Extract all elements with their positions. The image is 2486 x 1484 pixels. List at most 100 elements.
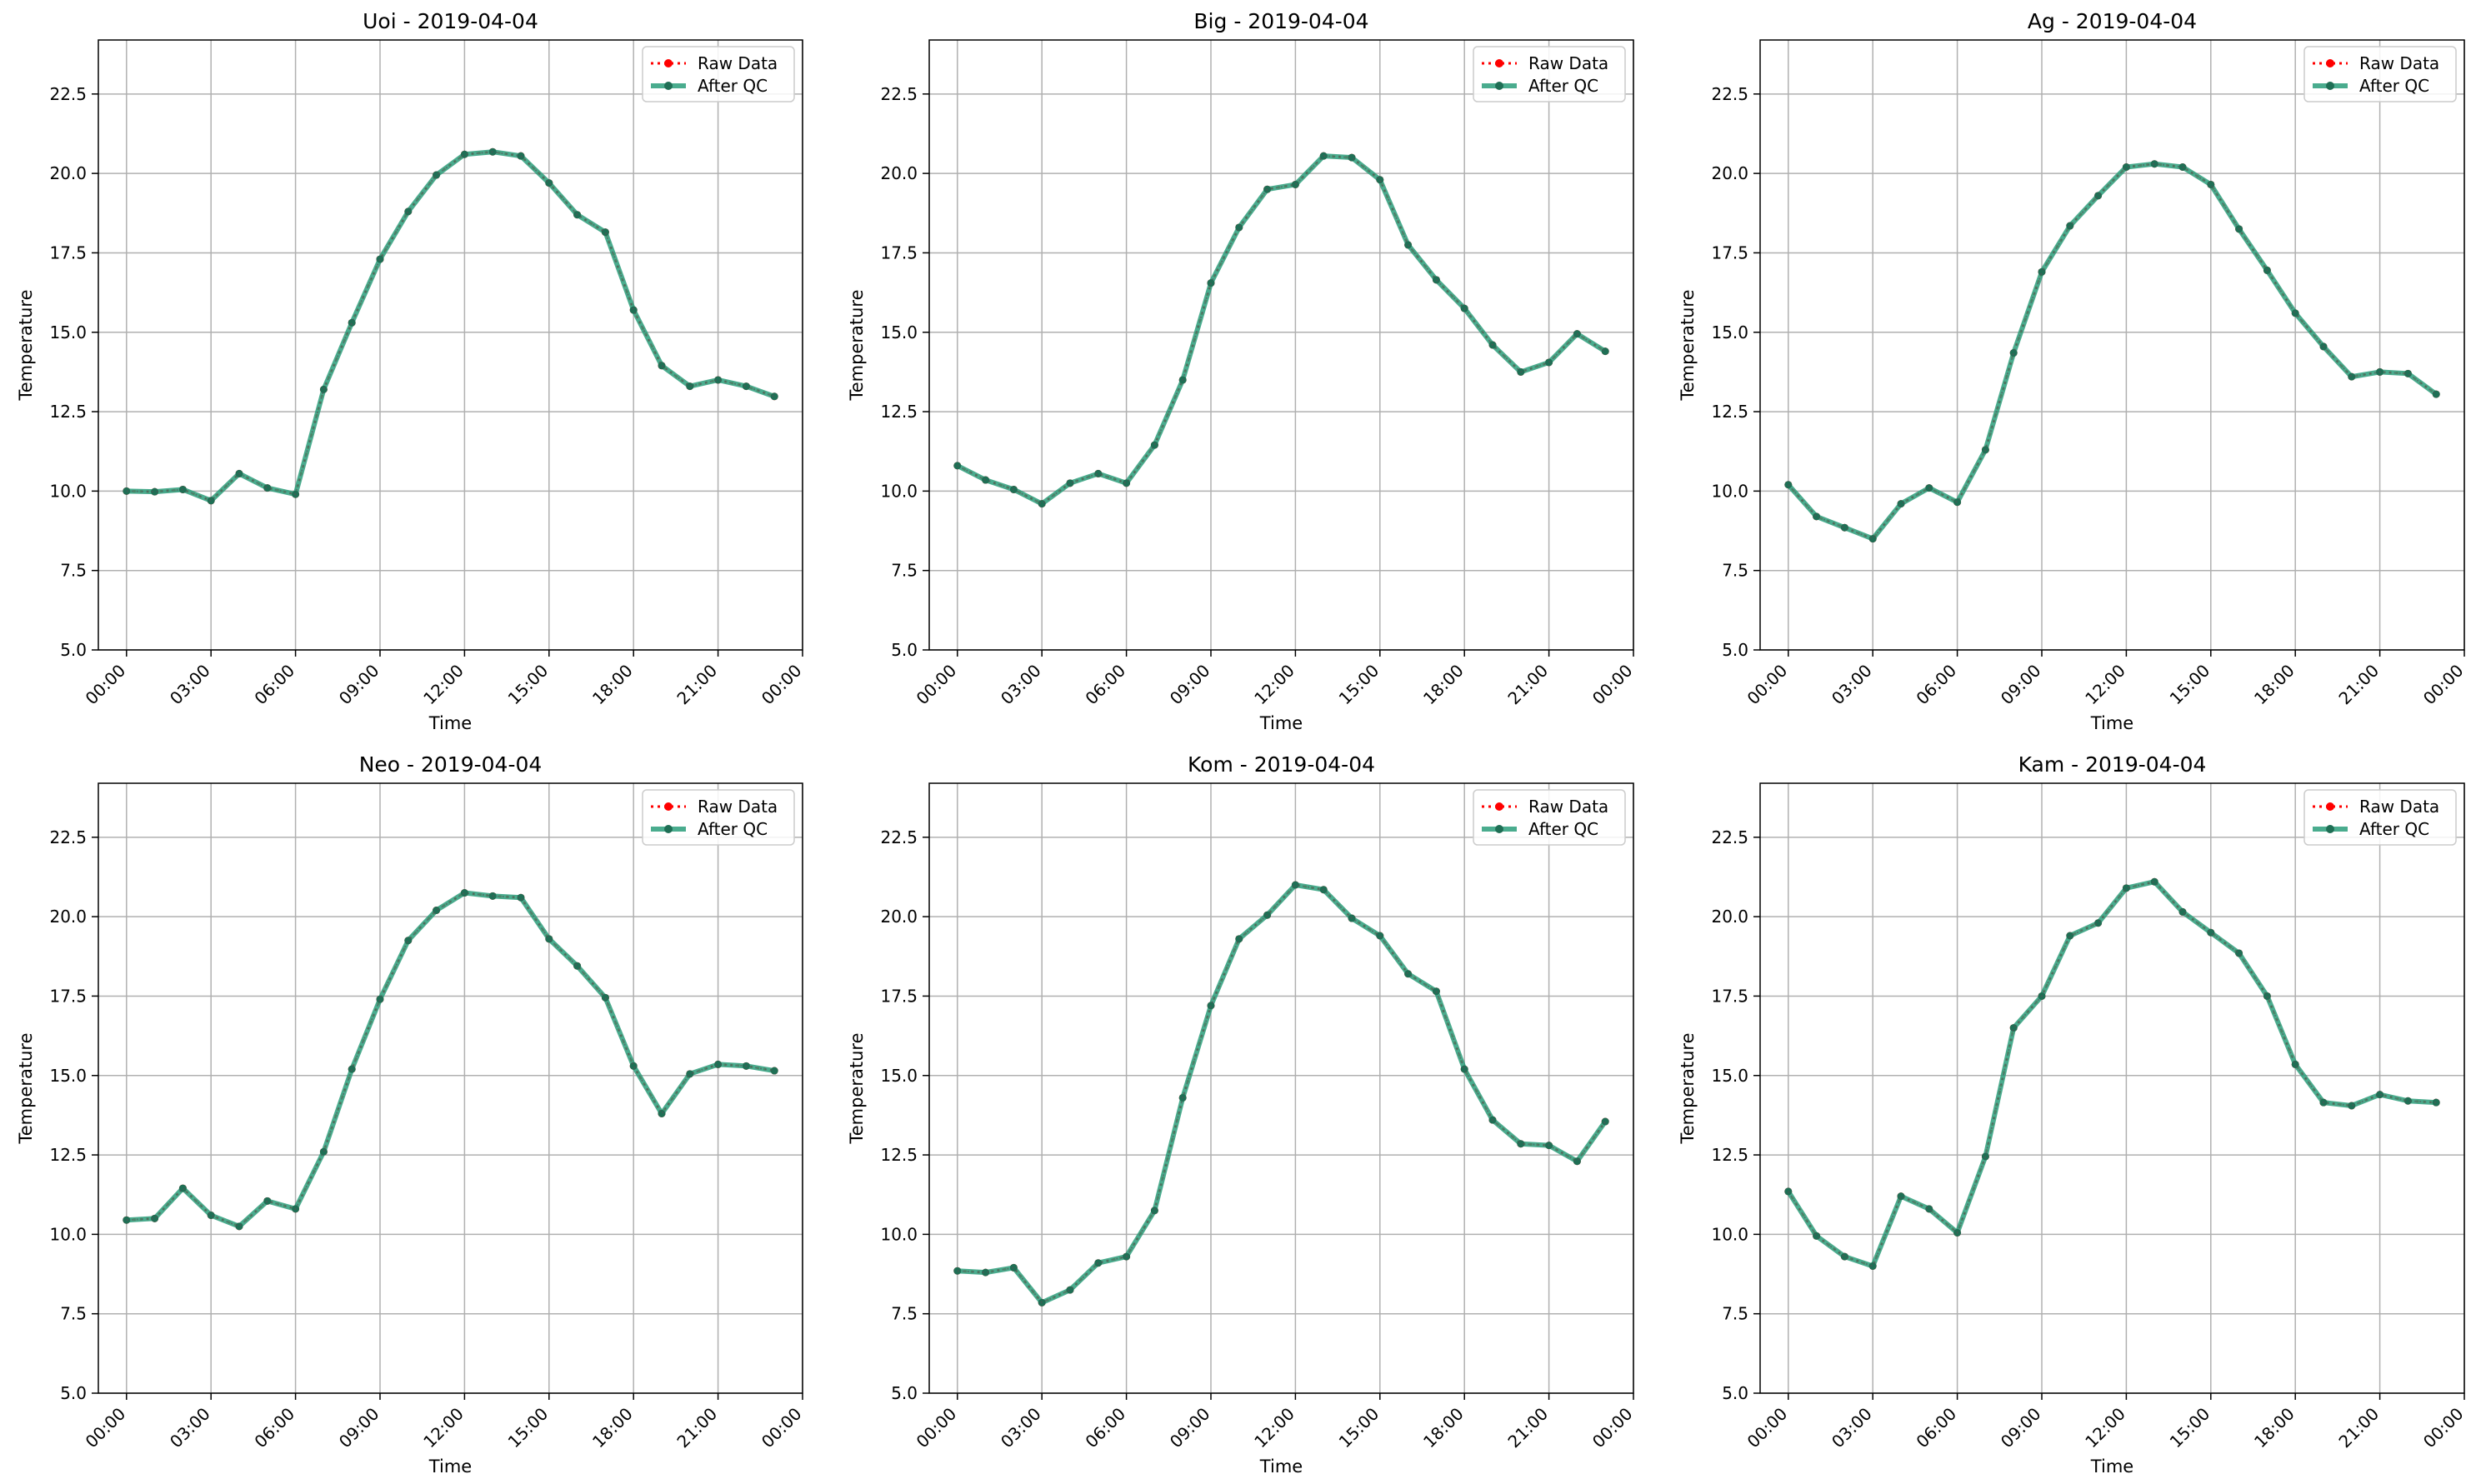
qc-point (1925, 1205, 1933, 1213)
legend-raw-label: Raw Data (2359, 797, 2439, 817)
qc-point (1601, 1117, 1609, 1126)
y-tick-label: 20.0 (880, 163, 918, 183)
y-tick-label: 20.0 (1711, 163, 1748, 183)
qc-point (235, 1222, 243, 1231)
qc-point (1291, 881, 1299, 889)
x-tick-label: 15:00 (2166, 1404, 2214, 1452)
x-tick-label: 18:00 (2250, 1404, 2298, 1452)
legend-qc-label: After QC (698, 819, 768, 839)
x-tick-label: 06:00 (1081, 1404, 1129, 1452)
x-tick-label: 00:00 (758, 661, 806, 709)
y-tick-label: 5.0 (1722, 640, 1748, 660)
x-tick-label: 00:00 (2419, 1404, 2468, 1452)
x-axis-label: Time (1259, 713, 1303, 733)
qc-point (263, 484, 272, 492)
qc-point (770, 1067, 778, 1075)
plot-frame (928, 39, 1634, 651)
y-axis-label: Temperature (16, 1032, 36, 1144)
qc-point (658, 362, 666, 370)
legend-raw-marker (2326, 802, 2334, 811)
series-qc-line (126, 890, 775, 1229)
chart-title: Kam - 2019-04-04 (2018, 752, 2207, 777)
qc-point (376, 995, 384, 1003)
y-tick-label: 17.5 (880, 986, 918, 1006)
chart-panel-2: 5.0 7.5 10.0 12.5 15.0 17.5 20.0 22.5 00:00 03:00… (1678, 9, 2468, 733)
y-tick-label: 22.5 (49, 84, 87, 104)
y-tick-label: 22.5 (880, 827, 918, 847)
qc-point (2178, 907, 2187, 916)
qc-point (629, 1062, 638, 1070)
x-tick-label: 03:00 (997, 1404, 1045, 1452)
x-tick-label: 00:00 (82, 1404, 130, 1452)
x-tick-label: 21:00 (2334, 1404, 2383, 1452)
qc-point (1404, 970, 1413, 978)
legend-qc-marker (664, 825, 673, 833)
x-axis-label: Time (428, 1457, 472, 1477)
legend-qc-label: After QC (1528, 819, 1598, 839)
qc-point (1009, 1263, 1018, 1272)
x-tick-label: 18:00 (588, 1404, 637, 1452)
qc-point (2348, 1102, 2356, 1110)
x-tick-label: 12:00 (1250, 661, 1298, 709)
qc-point (2066, 932, 2074, 940)
x-tick-label: 03:00 (166, 1404, 214, 1452)
legend-qc-label: After QC (698, 76, 768, 96)
y-tick-label: 12.5 (49, 402, 87, 422)
qc-point (263, 1197, 272, 1205)
x-axis-label: Time (428, 713, 472, 733)
qc-point (376, 255, 384, 263)
chart-title: Kom - 2019-04-04 (1188, 752, 1375, 777)
series-qc-line (957, 882, 1608, 1306)
x-tick-label: 12:00 (2081, 1404, 2129, 1452)
qc-point (1066, 479, 1074, 487)
y-tick-label: 15.0 (1711, 1066, 1748, 1086)
qc-point (2094, 919, 2103, 927)
x-tick-label: 00:00 (1743, 661, 1792, 709)
y-tick-label: 12.5 (49, 1145, 87, 1165)
qc-point (1460, 1065, 1468, 1073)
x-tick-label: 06:00 (1912, 1404, 1960, 1452)
y-tick-label: 17.5 (1711, 242, 1748, 262)
y-tick-label: 10.0 (49, 481, 87, 501)
x-tick-label: 09:00 (1166, 661, 1214, 709)
y-tick-label: 12.5 (1711, 1145, 1748, 1165)
y-tick-label: 7.5 (60, 561, 87, 581)
legend-raw-marker (664, 59, 673, 67)
qc-point (1981, 1152, 1989, 1161)
qc-point (1840, 1252, 1848, 1261)
x-tick-label: 03:00 (1828, 1404, 1876, 1452)
x-tick-label: 03:00 (997, 661, 1045, 709)
qc-point (151, 487, 159, 496)
y-tick-label: 5.0 (60, 640, 87, 660)
x-axis-label: Time (1259, 1457, 1303, 1477)
legend-raw-label: Raw Data (698, 797, 778, 817)
legend-qc-marker (2326, 825, 2334, 833)
qc-point (770, 392, 778, 401)
x-tick-label: 12:00 (2081, 661, 2129, 709)
qc-point (629, 306, 638, 314)
x-tick-label: 18:00 (2250, 661, 2298, 709)
x-tick-label: 06:00 (1912, 661, 1960, 709)
x-tick-label: 12:00 (1250, 1404, 1298, 1452)
legend-qc-marker (1495, 825, 1503, 833)
qc-point (2376, 1091, 2384, 1099)
qc-point (207, 1212, 215, 1219)
x-tick-label: 12:00 (419, 661, 468, 709)
series-qc-line (126, 149, 776, 503)
qc-point (1813, 512, 1821, 521)
qc-point (545, 935, 553, 943)
qc-point (2066, 222, 2074, 230)
x-tick-label: 09:00 (1997, 661, 2045, 709)
x-tick-label: 15:00 (1335, 661, 1383, 709)
qc-point (1601, 347, 1609, 356)
x-tick-label: 00:00 (82, 661, 130, 709)
y-tick-label: 7.5 (891, 1304, 918, 1324)
qc-point (2291, 1060, 2299, 1068)
qc-point (348, 318, 356, 327)
y-tick-label: 12.5 (1711, 402, 1748, 422)
y-axis-label: Temperature (847, 289, 867, 401)
qc-point (1868, 535, 1877, 543)
qc-point (601, 228, 609, 237)
qc-point (460, 889, 468, 897)
